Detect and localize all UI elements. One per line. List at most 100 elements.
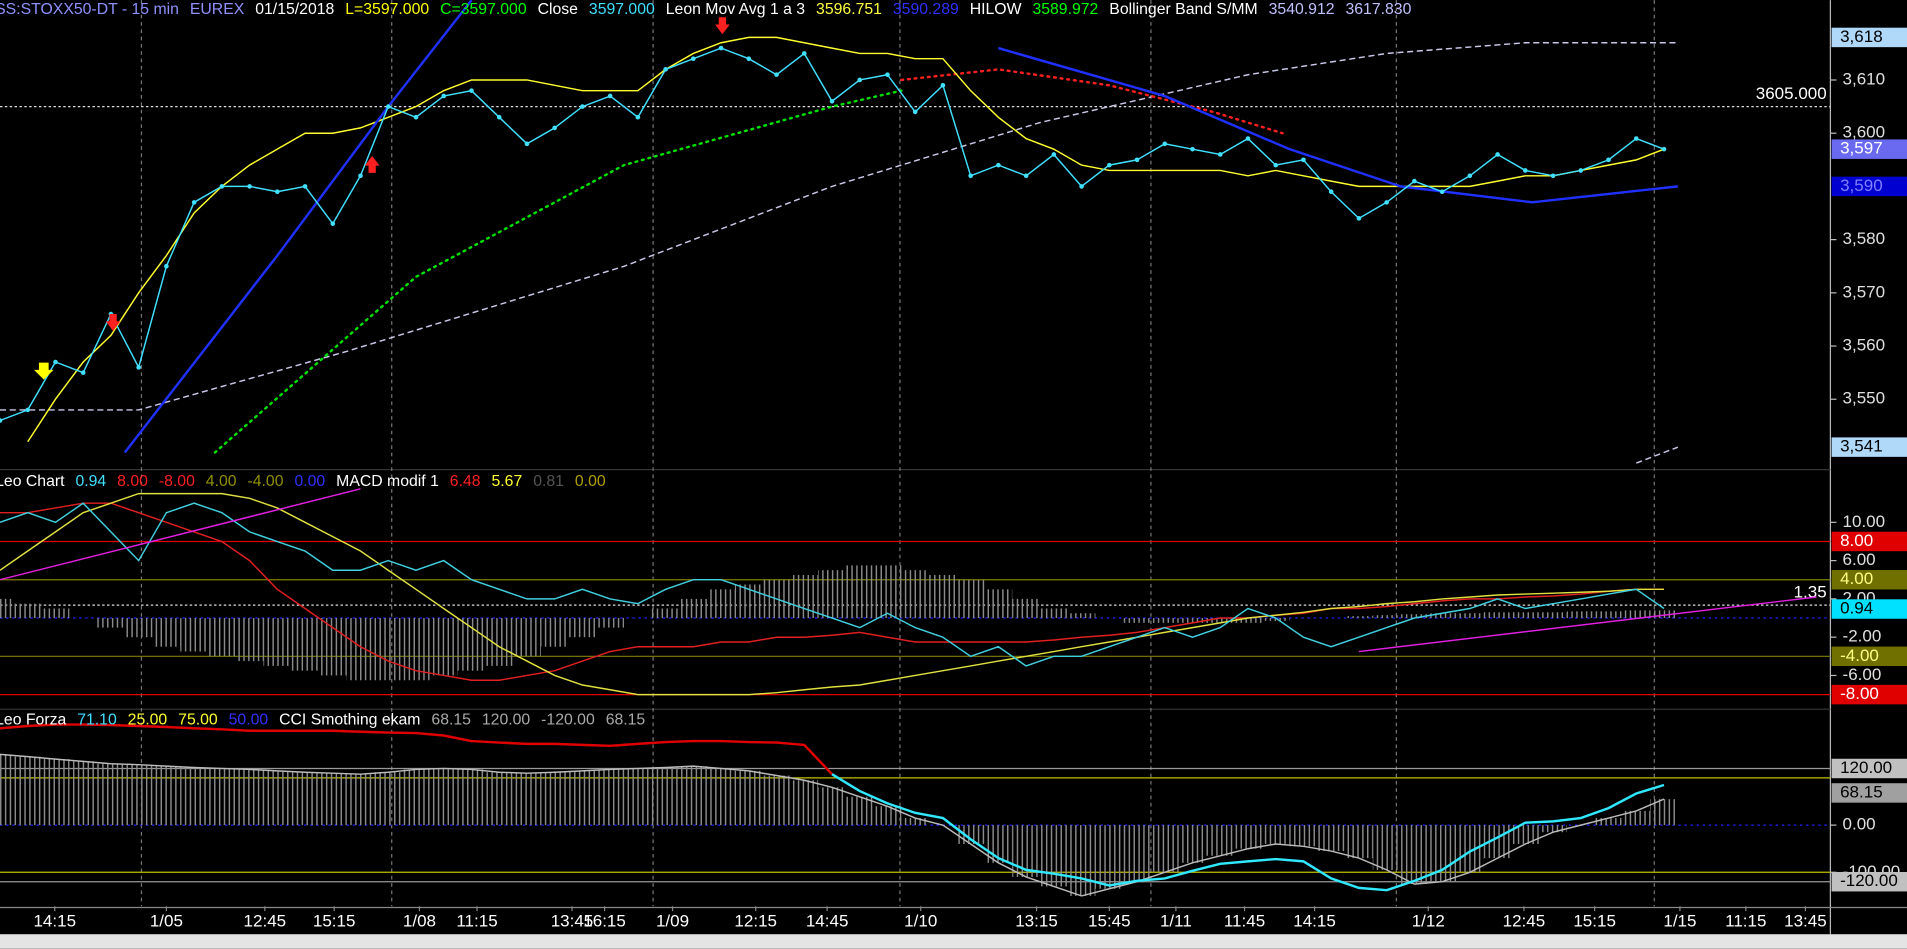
histogram-bar (374, 772, 403, 826)
series-line (831, 773, 1665, 892)
histogram-bar (263, 618, 292, 666)
close-point (607, 93, 613, 99)
close-point (940, 83, 946, 88)
histogram-bar (984, 589, 1013, 619)
price-marker (1831, 758, 1907, 779)
legend-item: 50.00 (229, 711, 269, 728)
x-tick-label: 12:15 (734, 912, 777, 931)
close-point (330, 221, 336, 226)
close-point (1023, 173, 1029, 179)
histogram-bar (1234, 825, 1262, 849)
signal-arrow (105, 313, 121, 331)
histogram-bar (1123, 825, 1151, 882)
histogram-bar (1178, 618, 1207, 623)
histogram-bar (0, 754, 14, 826)
close-point (441, 93, 447, 99)
histogram-bar (1428, 613, 1456, 619)
close-point (496, 114, 502, 120)
close-point (1301, 157, 1306, 163)
histogram-bar (679, 766, 708, 826)
histogram-bar (651, 767, 680, 826)
price-marker-label: 68.15 (1840, 782, 1883, 801)
histogram-bar (318, 773, 347, 826)
x-tick-label: 15:15 (313, 912, 356, 931)
legend-item: SS:STOXX50-DT - 15 min (0, 1, 179, 18)
close-point (1578, 168, 1584, 173)
legend-item: 0.94 (75, 473, 106, 490)
histogram-bar (457, 618, 486, 671)
legend-item: 3590.289 (893, 1, 959, 18)
x-tick-label: 13:45 (551, 912, 594, 931)
legend-item: 3589.972 (1032, 1, 1098, 18)
status-strip (0, 934, 1907, 949)
histogram-bar (13, 603, 42, 619)
price-marker (1831, 684, 1907, 705)
histogram-bar (207, 618, 236, 657)
histogram-bar (540, 772, 569, 826)
histogram-bar (513, 618, 541, 657)
histogram-bar (152, 766, 181, 826)
histogram-bar (69, 761, 98, 826)
legend-item: Leo Chart (0, 473, 65, 490)
price-marker (1831, 646, 1907, 667)
histogram-bar (540, 618, 569, 647)
x-tick-label: 11:45 (1224, 912, 1265, 931)
x-tick-label: 14:15 (33, 912, 76, 931)
y-tick-label: 3,580 (1843, 229, 1886, 248)
close-point (718, 45, 724, 51)
histogram-bar (1566, 611, 1595, 619)
x-tick-label: 1/11 (1160, 912, 1192, 931)
series-line (213, 89, 903, 454)
x-tick-label: 13:45 (1784, 912, 1827, 931)
histogram-bar (180, 618, 208, 652)
histogram-bar (1289, 825, 1318, 847)
close-point (1051, 152, 1057, 157)
price-marker-label: -4.00 (1840, 646, 1879, 665)
legend-item: 5.67 (492, 473, 523, 490)
x-tick-label: 14:45 (806, 912, 849, 931)
close-point (219, 184, 225, 189)
close-point (1495, 152, 1500, 157)
histogram-bar (263, 770, 292, 826)
close-point (1633, 136, 1639, 141)
legend-item: 0.00 (575, 473, 606, 490)
histogram-bar (291, 772, 319, 826)
histogram-bar (1261, 618, 1290, 621)
histogram-bar (1067, 825, 1096, 896)
histogram-bar (402, 618, 430, 681)
histogram-bar (901, 570, 930, 619)
histogram-bar (41, 759, 70, 826)
series-line (123, 0, 473, 454)
legend-item: 6.48 (450, 473, 481, 490)
legend-item: EUREX (190, 1, 245, 18)
price-marker-label: -120.00 (1840, 871, 1898, 890)
legend-item: 4.00 (206, 473, 237, 490)
x-tick-label: 12:45 (1503, 912, 1546, 931)
close-point (1384, 200, 1389, 205)
histogram-bar (1150, 618, 1179, 623)
histogram-bar (1539, 825, 1567, 833)
price-marker (1831, 27, 1907, 48)
close-point (885, 72, 890, 77)
price-marker-label: 3,618 (1840, 27, 1883, 46)
histogram-bar (346, 618, 375, 681)
close-point (857, 77, 863, 83)
series-line (1358, 596, 1817, 653)
histogram-bar (651, 608, 680, 619)
close-point (1661, 146, 1667, 152)
histogram-bar (1539, 612, 1567, 619)
histogram-bar (0, 598, 14, 619)
y-tick-label: 3,570 (1843, 282, 1886, 301)
close-point (358, 173, 363, 179)
histogram-bar (818, 787, 846, 826)
close-point (1439, 189, 1445, 195)
histogram-bar (734, 584, 763, 619)
series-line (900, 68, 1284, 135)
histogram-bar (1206, 618, 1235, 623)
price-marker-label: 4.00 (1840, 569, 1873, 588)
close-point (164, 263, 169, 269)
histogram-bar (1012, 825, 1040, 877)
histogram-bar (97, 763, 125, 826)
